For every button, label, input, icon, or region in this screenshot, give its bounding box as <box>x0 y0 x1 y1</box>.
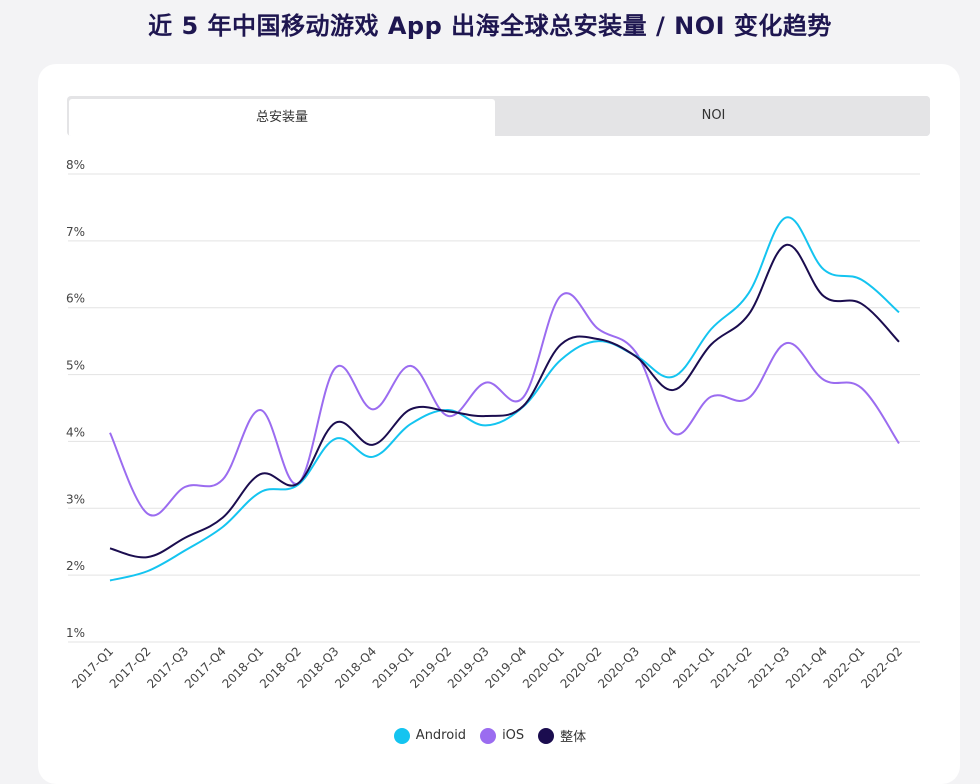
line-chart: 1%2%3%4%5%6%7%8%2017-Q12017-Q22017-Q3201… <box>66 158 920 691</box>
y-tick-label: 5% <box>66 359 85 373</box>
series-line-overall <box>109 243 900 559</box>
legend-label-overall: 整体 <box>560 730 587 745</box>
y-tick-label: 8% <box>66 158 85 172</box>
legend-item-android[interactable]: Android <box>393 726 467 745</box>
legend-swatch-android <box>393 727 410 744</box>
legend-label-ios: iOS <box>502 728 525 743</box>
legend-item-overall[interactable]: 整体 <box>538 726 586 745</box>
tab-bar: 总安装量 NOI <box>67 96 930 136</box>
chart-card <box>38 64 960 784</box>
y-tick-label: 7% <box>66 225 85 239</box>
tab-noi[interactable]: NOI <box>497 96 930 136</box>
series-line-ios <box>109 292 900 517</box>
x-tick-label: 2022-Q2 <box>858 644 905 691</box>
legend-swatch-ios <box>480 727 497 744</box>
page-title: 近 5 年中国移动游戏 App 出海全球总安装量 / NOI 变化趋势 <box>148 12 832 40</box>
y-tick-label: 1% <box>66 626 85 640</box>
legend: Android iOS 整体 <box>0 726 980 745</box>
y-tick-label: 2% <box>66 559 85 573</box>
y-tick-label: 6% <box>66 292 85 306</box>
legend-swatch-overall <box>538 727 555 744</box>
legend-item-ios[interactable]: iOS <box>480 726 524 745</box>
legend-label-android: Android <box>415 728 467 743</box>
tab-total-installs[interactable]: 总安装量 <box>69 99 495 136</box>
series-line-android <box>109 216 900 582</box>
y-tick-label: 4% <box>66 425 85 439</box>
y-tick-label: 3% <box>66 492 85 506</box>
